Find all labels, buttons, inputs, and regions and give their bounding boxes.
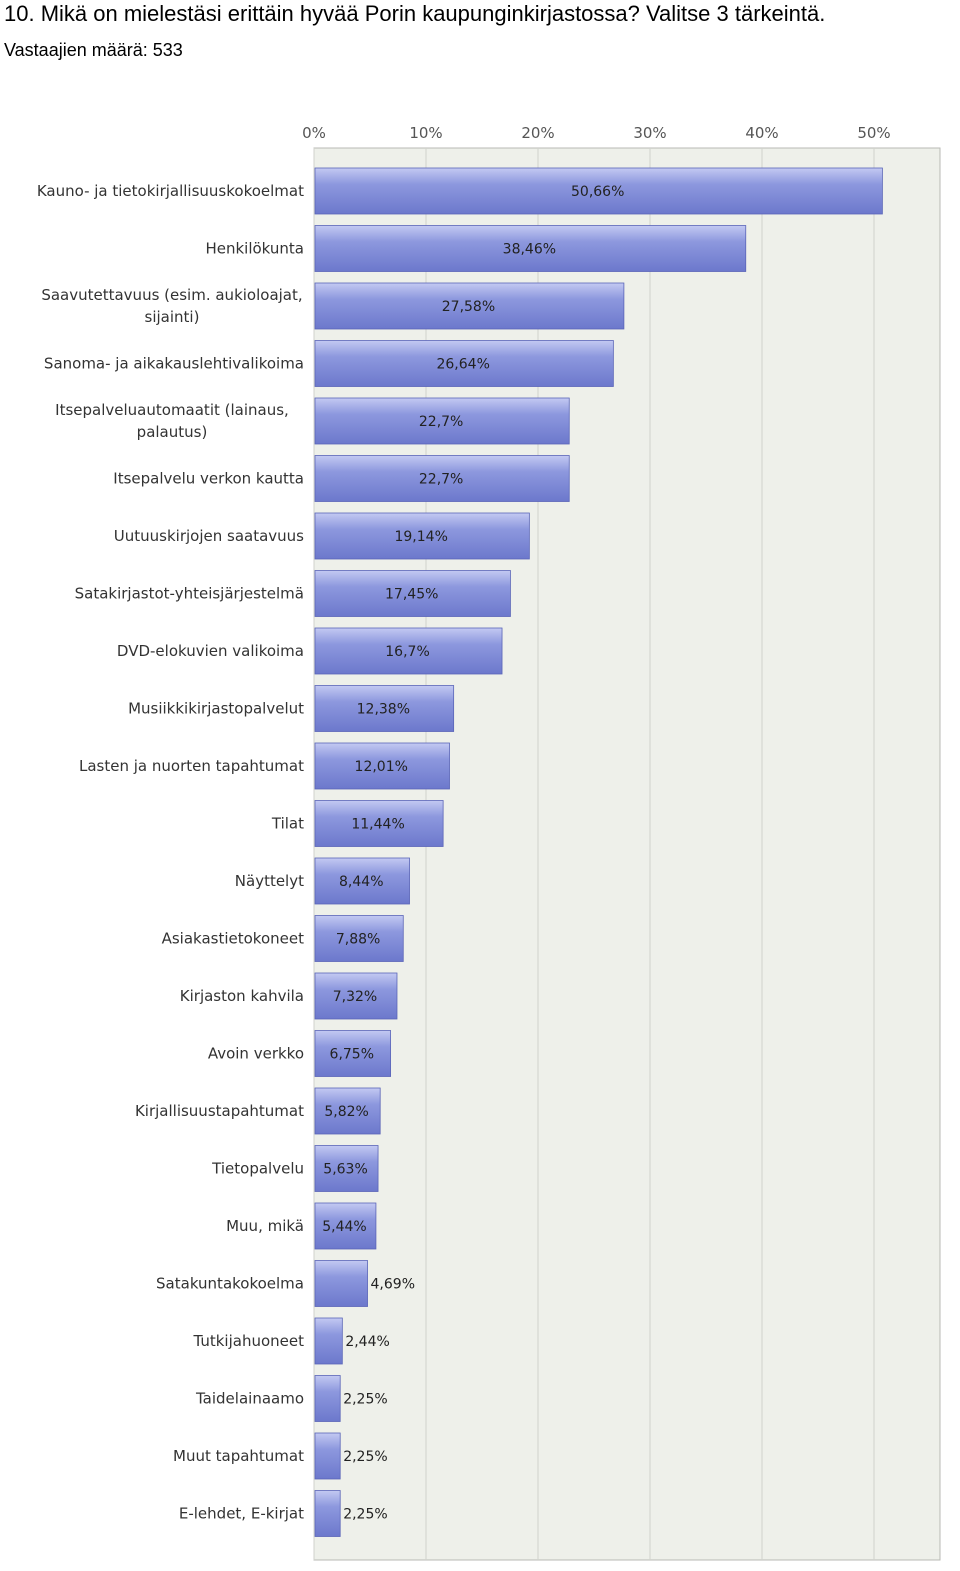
question-title: 10. Mikä on mielestäsi erittäin hyvää Po… — [4, 1, 826, 26]
category-label: Muut tapahtumat — [173, 1447, 304, 1465]
value-label: 12,38% — [357, 702, 410, 718]
category-label: DVD-elokuvien valikoima — [117, 642, 304, 660]
value-label: 8,44% — [339, 874, 383, 890]
category-label: Tutkijahuoneet — [192, 1332, 304, 1350]
bar — [314, 340, 614, 387]
bar — [314, 455, 570, 502]
x-tick-label: 0% — [302, 124, 326, 142]
category-label: Näyttelyt — [235, 872, 304, 890]
category-label: Kauno- ja tietokirjallisuuskokoelmat — [37, 182, 304, 200]
value-label: 7,32% — [333, 989, 377, 1005]
bar — [314, 225, 747, 272]
x-tick-label: 20% — [521, 124, 554, 142]
category-label: Henkilökunta — [205, 240, 304, 258]
value-label: 6,75% — [330, 1047, 374, 1063]
respondent-count: Vastaajien määrä: 533 — [4, 40, 183, 60]
bar — [314, 1432, 341, 1480]
bar — [314, 1490, 341, 1537]
value-label: 22,7% — [419, 414, 463, 430]
bar — [314, 1145, 379, 1192]
bar — [314, 1202, 377, 1250]
bars — [314, 167, 883, 1537]
value-label: 11,44% — [351, 817, 404, 833]
x-tick-label: 40% — [745, 124, 778, 142]
category-label: Tilat — [271, 815, 304, 833]
category-label: Uutuuskirjojen saatavuus — [114, 527, 304, 545]
category-label: E-lehdet, E-kirjat — [179, 1505, 304, 1523]
value-label: 2,25% — [343, 1392, 387, 1408]
x-tick-label: 30% — [633, 124, 666, 142]
category-label: Itsepalveluautomaatit (lainaus, — [55, 401, 289, 419]
category-label: Tietopalvelu — [211, 1160, 304, 1178]
category-label: Saavutettavuus (esim. aukioloajat, — [41, 286, 302, 304]
category-label: Lasten ja nuorten tapahtumat — [79, 757, 304, 775]
bar — [314, 627, 503, 675]
category-label: Musiikkikirjastopalvelut — [128, 700, 304, 718]
category-label: palautus) — [137, 423, 208, 441]
category-label: Asiakastietokoneet — [162, 930, 304, 948]
bar — [314, 397, 570, 445]
bar — [314, 800, 444, 847]
value-label: 12,01% — [355, 759, 408, 775]
value-label: 19,14% — [394, 529, 447, 545]
value-label: 16,7% — [385, 644, 429, 660]
value-label: 2,25% — [343, 1449, 387, 1465]
bar — [314, 1260, 368, 1307]
x-axis-ticks: 0% 10% 20% 30% 40% 50% — [302, 124, 891, 1560]
value-label: 7,88% — [336, 932, 380, 948]
value-label: 2,44% — [345, 1334, 389, 1350]
value-labels: 50,66% 38,46% 27,58% 26,64% 22,7% 22,7% 19,14%… — [322, 184, 624, 1523]
bar — [314, 282, 625, 330]
bar — [314, 972, 398, 1020]
x-tick-label: 50% — [857, 124, 890, 142]
category-label: Satakirjastot-yhteisjärjestelmä — [75, 585, 304, 603]
bar — [314, 167, 883, 215]
category-label: Taidelainaamo — [195, 1390, 304, 1408]
bar — [314, 1030, 391, 1077]
value-label: 27,58% — [442, 299, 495, 315]
value-label: 17,45% — [385, 587, 438, 603]
bar — [314, 915, 404, 962]
x-tick-label: 10% — [409, 124, 442, 142]
value-label: 26,64% — [436, 357, 489, 373]
value-label: 5,82% — [324, 1104, 368, 1120]
bar — [314, 857, 410, 905]
value-label: 50,66% — [571, 184, 624, 200]
category-label: Sanoma- ja aikakauslehtivalikoima — [44, 355, 304, 373]
category-label: Itsepalvelu verkon kautta — [113, 470, 304, 488]
bar — [314, 1317, 343, 1365]
value-label: 4,69% — [371, 1277, 415, 1293]
bar — [314, 570, 511, 617]
bar — [314, 685, 455, 732]
category-labels: Kauno- ja tietokirjallisuuskokoelmat Henk… — [37, 182, 304, 1523]
value-label: 38,46% — [503, 242, 556, 258]
bar — [314, 742, 450, 790]
category-label: Muu, mikä — [226, 1217, 304, 1235]
category-label: Avoin verkko — [208, 1045, 304, 1063]
category-label: Kirjallisuustapahtumat — [135, 1102, 304, 1120]
category-label: sijainti) — [145, 308, 200, 326]
value-label: 2,25% — [343, 1507, 387, 1523]
bar — [314, 1087, 381, 1135]
category-label: Satakuntakokoelma — [156, 1275, 304, 1293]
value-label: 5,63% — [323, 1162, 367, 1178]
bar — [314, 1375, 341, 1422]
value-label: 5,44% — [322, 1219, 366, 1235]
value-label: 22,7% — [419, 472, 463, 488]
category-label: Kirjaston kahvila — [180, 987, 304, 1005]
bar — [314, 512, 530, 560]
